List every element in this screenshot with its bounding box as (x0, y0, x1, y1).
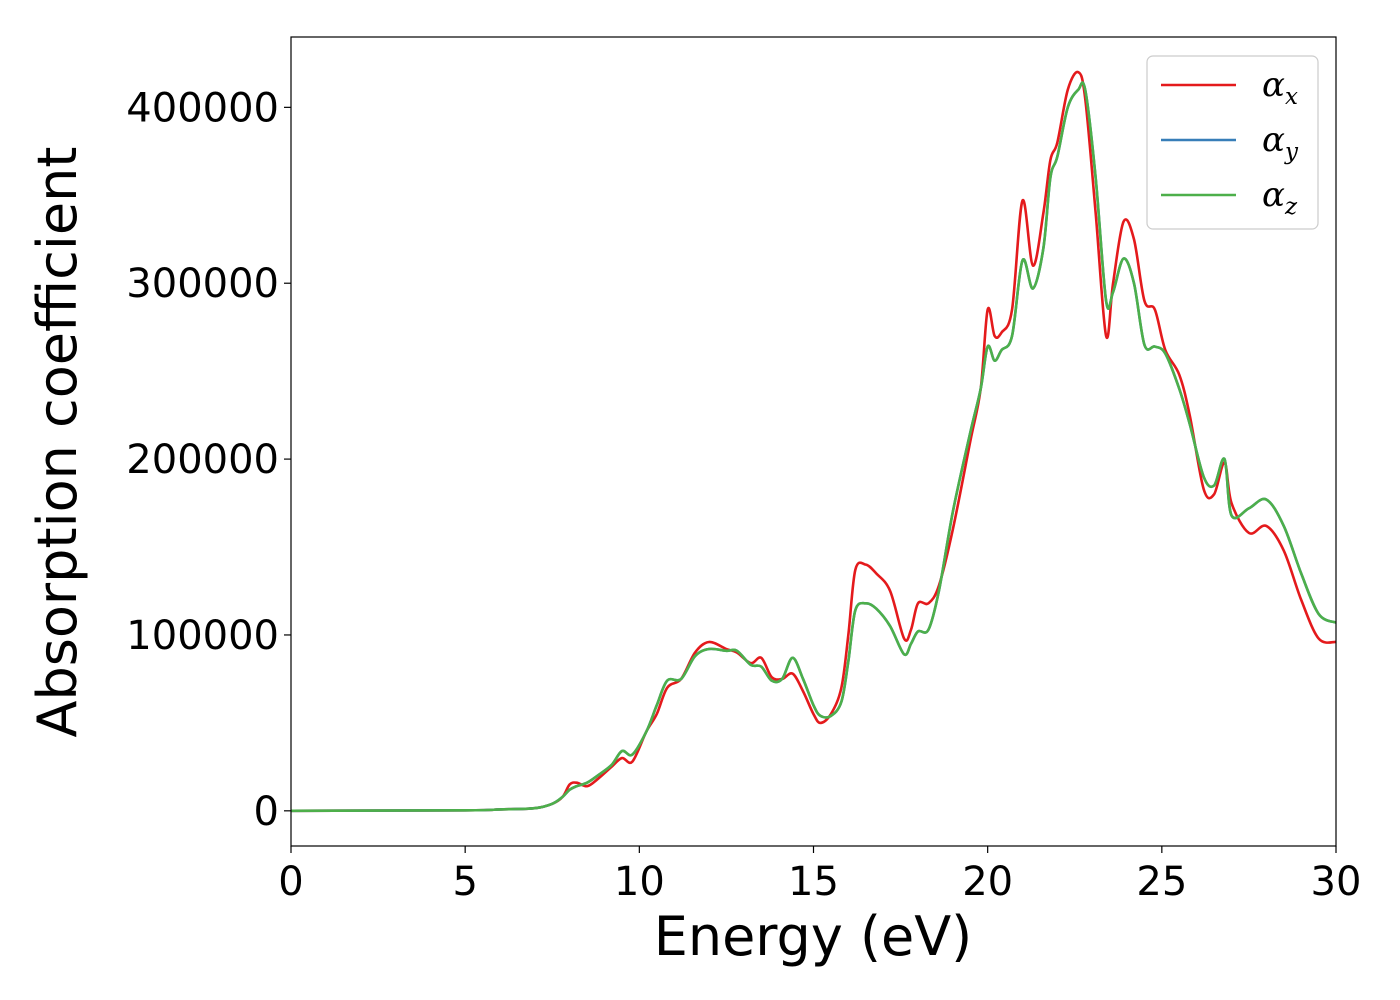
y-axis-label: Absorption coefficient (26, 147, 89, 738)
legend-box (1146, 55, 1319, 230)
x-tick-label: 25 (1136, 859, 1187, 905)
series-lines (291, 70, 1336, 813)
y-tick-label: 100000 (126, 613, 279, 659)
x-tick-label: 30 (1311, 859, 1362, 905)
legend-entry-x: αx (1262, 65, 1298, 110)
x-tick-label: 5 (452, 859, 477, 905)
x-axis-label: Energy (eV) (654, 905, 973, 968)
y-tick-label: 200000 (126, 437, 279, 483)
x-tick-label: 10 (614, 859, 665, 905)
y-tick-label: 400000 (126, 85, 279, 131)
series-line-z (291, 81, 1336, 813)
x-tick-label: 0 (278, 859, 303, 905)
y-tick-label: 0 (254, 789, 279, 835)
y-tick-label: 300000 (126, 261, 279, 307)
x-tick-label: 15 (788, 859, 839, 905)
x-tick-label: 20 (962, 859, 1013, 905)
plot-area: 0 5 10 15 20 25 30 0 100000 200000 300000 400000 αxα… (126, 36, 1362, 905)
series-line-x (291, 70, 1336, 813)
